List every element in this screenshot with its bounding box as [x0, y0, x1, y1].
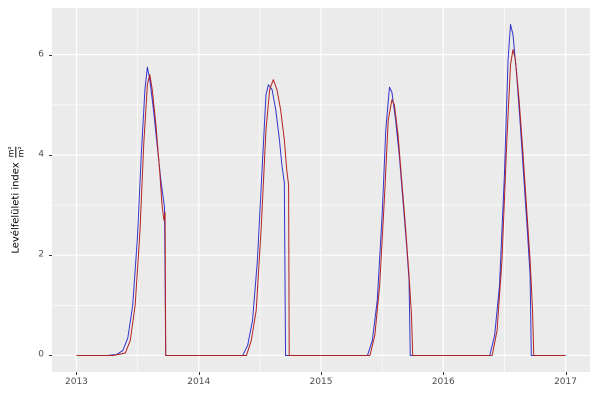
y-axis-unit-denominator: m²: [15, 146, 26, 158]
y-axis-unit-fraction: m² m²: [6, 146, 26, 158]
red-series-line: [76, 49, 566, 356]
y-tick-mark: [49, 255, 52, 257]
x-tick-mark: [76, 372, 78, 375]
x-tick-label: 2014: [187, 377, 211, 387]
y-axis-title-text: Levélfelületi index: [10, 162, 22, 254]
y-axis-unit-numerator: m²: [6, 146, 16, 158]
y-tick-label: 2: [38, 249, 44, 260]
x-tick-mark: [321, 372, 322, 375]
x-tick-label: 2016: [431, 377, 455, 387]
x-tick-mark: [443, 372, 445, 375]
x-tick-mark: [198, 372, 200, 375]
y-tick-label: 6: [38, 49, 44, 60]
y-tick-mark: [49, 154, 52, 156]
y-tick-mark: [49, 355, 52, 357]
x-tick-label: 2017: [554, 377, 577, 387]
plot-panel: [52, 8, 590, 372]
y-tick-label: 0: [38, 349, 44, 360]
y-tick-mark: [49, 54, 52, 56]
x-tick-mark: [565, 372, 567, 375]
x-tick-label: 2013: [65, 377, 88, 387]
y-axis-title: Levélfelületi index m² m²: [6, 146, 26, 254]
plot-svg: [52, 8, 590, 372]
y-tick-label: 4: [38, 149, 44, 160]
x-tick-label: 2015: [309, 377, 333, 387]
